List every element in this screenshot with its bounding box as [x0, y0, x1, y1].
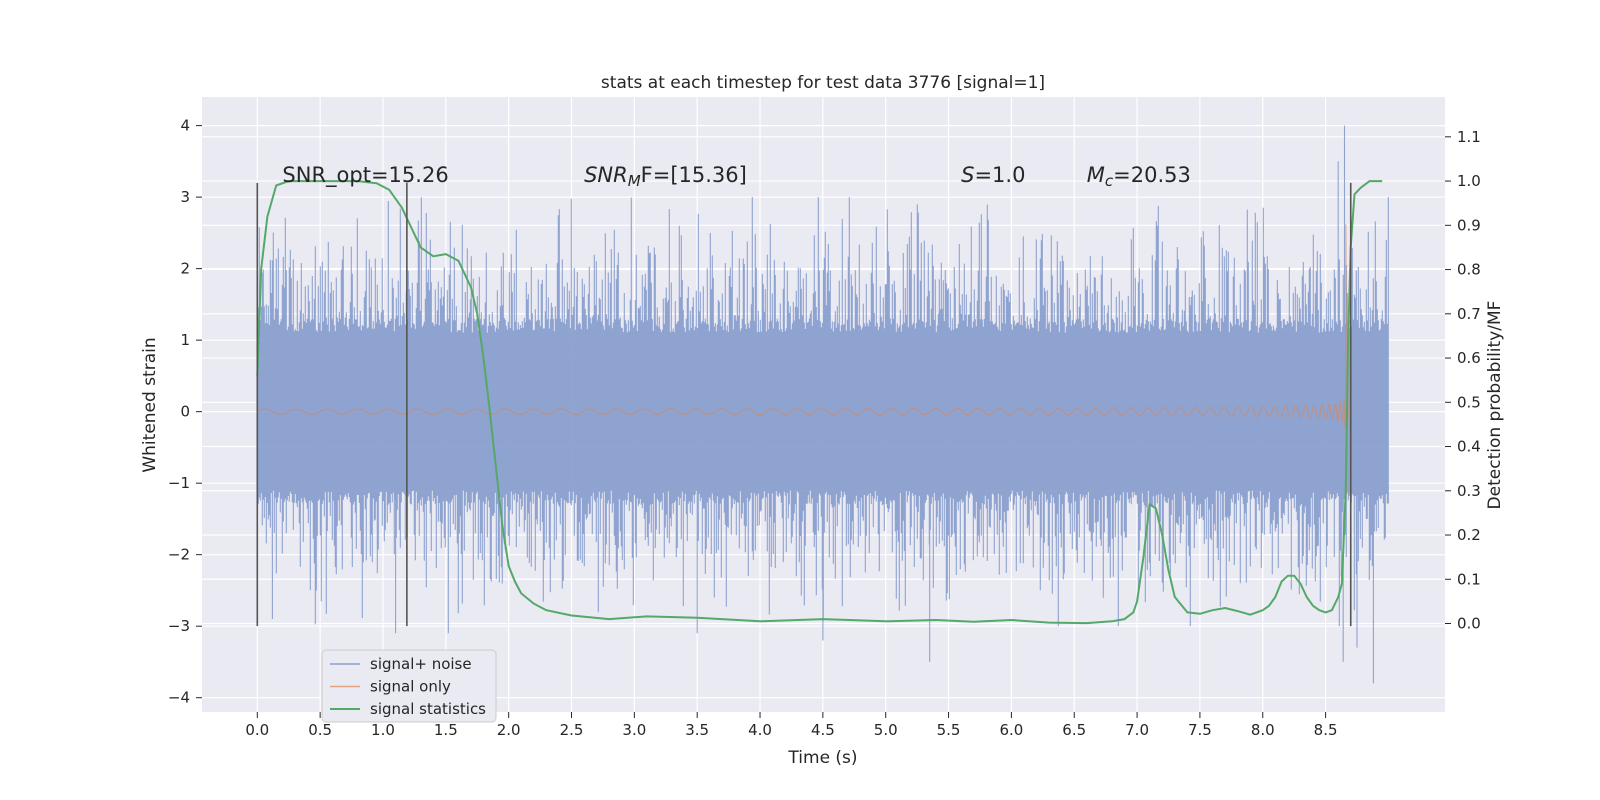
x-tick-label: 5.0: [874, 721, 898, 739]
x-tick-label: 3.0: [622, 721, 646, 739]
y2-tick-label: 0.4: [1457, 438, 1481, 456]
annotation: SNRMF=[15.36]: [584, 163, 747, 190]
x-tick-label: 3.5: [685, 721, 709, 739]
x-tick-label: 7.5: [1188, 721, 1212, 739]
y-tick-label: 4: [180, 117, 190, 135]
legend-entry: signal statistics: [370, 700, 486, 718]
y2-tick-label: 0.5: [1457, 393, 1481, 411]
annotation: Mc=20.53: [1087, 163, 1191, 190]
legend: signal+ noise signal only signal statistic…: [321, 649, 497, 723]
y2-tick-label: 0.6: [1457, 349, 1481, 367]
x-tick-label: 6.0: [999, 721, 1023, 739]
x-tick-label: 8.5: [1314, 721, 1338, 739]
y-tick-label: −3: [168, 617, 190, 635]
x-tick-label: 0.5: [308, 721, 332, 739]
series-signal-statistics: [256, 180, 1383, 625]
x-tick-label: 7.0: [1125, 721, 1149, 739]
y2-tick-label: 1.0: [1457, 172, 1481, 190]
y2-tick-label: 0.3: [1457, 482, 1481, 500]
x-tick-label: 2.0: [497, 721, 521, 739]
y2-tick-label: 0.0: [1457, 615, 1481, 633]
x-tick-label: 2.5: [560, 721, 584, 739]
series-signal-only: [257, 224, 1349, 495]
vertical-lines: [256, 182, 1352, 627]
chart-title: stats at each timestep for test data 377…: [601, 73, 1045, 93]
x-tick-label: 4.0: [748, 721, 772, 739]
y2-tick-label: 0.1: [1457, 570, 1481, 588]
annotations: SNR_opt=15.26 SNRMF=[15.36] S=1.0 Mc=20.53: [282, 163, 1190, 190]
x-axis-ticks: 0.0 0.5 1.0 1.5 2.0 2.5 3.0 3.5 4.0 4.5 5.0 5.5 6.0 6…: [245, 712, 1338, 739]
annotation: SNR_opt=15.26: [282, 163, 448, 188]
y-tick-label: −1: [168, 474, 190, 492]
y2-tick-label: 0.2: [1457, 526, 1481, 544]
y-tick-label: −2: [168, 546, 190, 564]
x-tick-label: 6.5: [1062, 721, 1086, 739]
y2-tick-label: 1.1: [1457, 128, 1481, 146]
y2-tick-label: 0.8: [1457, 261, 1481, 279]
y-tick-label: −4: [168, 689, 190, 707]
y2-axis-label: Detection probability/MF: [1485, 301, 1505, 510]
y-tick-label: 3: [180, 188, 190, 206]
x-tick-label: 8.0: [1251, 721, 1275, 739]
y-tick-label: 0: [180, 403, 190, 421]
y-tick-label: 2: [180, 260, 190, 278]
legend-entry: signal+ noise: [370, 655, 472, 673]
x-tick-label: 5.5: [937, 721, 961, 739]
y2-axis-ticks: 1.1 1.0 0.9 0.8 0.7 0.6 0.5 0.4 0.3 0.2 0.1 0.0: [1445, 128, 1481, 633]
x-tick-label: 1.0: [371, 721, 395, 739]
y-axis-ticks: 4 3 2 1 0 −1 −2 −3 −4: [168, 117, 202, 707]
y-tick-label: 1: [180, 331, 190, 349]
legend-box: [321, 649, 497, 723]
x-tick-label: 1.5: [434, 721, 458, 739]
x-tick-label: 0.0: [245, 721, 269, 739]
annotation: S=1.0: [961, 163, 1025, 187]
y2-tick-label: 0.9: [1457, 216, 1481, 234]
legend-entry: signal only: [370, 678, 451, 696]
y2-tick-label: 0.7: [1457, 305, 1481, 323]
x-tick-label: 4.5: [811, 721, 835, 739]
x-axis-label: Time (s): [787, 748, 857, 768]
y-axis-label: Whitened strain: [140, 337, 160, 472]
